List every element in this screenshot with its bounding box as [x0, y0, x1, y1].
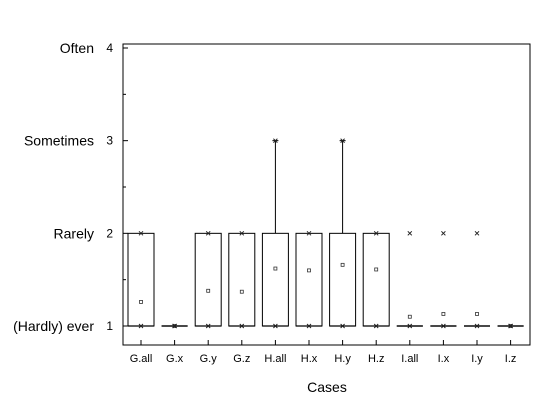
min-marker-stroke-b	[306, 323, 312, 329]
y-tick-label: 3	[106, 134, 113, 148]
y-frequency-label: Often	[60, 40, 94, 56]
x-tick-label: H.x	[301, 353, 318, 365]
min-marker	[340, 323, 345, 329]
x-tick-label: G.all	[130, 353, 153, 365]
box	[362, 232, 390, 327]
plot-frame	[122, 43, 531, 346]
min-marker-stroke-b	[508, 323, 513, 329]
max-marker	[340, 138, 345, 144]
box	[295, 232, 323, 327]
max-marker	[273, 138, 278, 144]
mean-marker	[407, 314, 412, 319]
min-marker-stroke-b	[340, 323, 345, 329]
y-tick-label: 4	[106, 41, 113, 55]
boxes-layer	[127, 138, 524, 329]
mean-marker	[307, 268, 311, 273]
mean-marker	[374, 267, 379, 272]
min-marker-stroke-b	[373, 323, 379, 329]
max-marker-stroke-b	[407, 230, 413, 236]
max-marker-stroke-b	[239, 230, 245, 236]
labels-layer: 1 (Hardly) ever 2 Rarely 3 Sometimes 4 Often G.a…	[13, 40, 516, 365]
max-marker-stroke-b	[273, 138, 278, 144]
min-marker-stroke-b	[172, 323, 177, 329]
box	[261, 232, 289, 327]
x-tick-label: I.x	[438, 353, 450, 365]
y-tick-label: 1	[106, 319, 113, 333]
y-frequency-label: Rarely	[54, 225, 94, 241]
y-frequency-label: Sometimes	[24, 133, 94, 149]
mean-marker	[340, 262, 345, 267]
x-tick-label: G.y	[200, 353, 218, 365]
max-marker	[474, 230, 480, 236]
max-marker-stroke-b	[474, 230, 480, 236]
min-marker	[172, 323, 177, 329]
y-frequency-label: (Hardly) ever	[13, 318, 94, 334]
max-marker-stroke-b	[205, 230, 211, 236]
y-tick-label: 2	[106, 226, 113, 240]
min-marker-stroke-b	[205, 323, 211, 329]
mean-marker	[508, 324, 513, 328]
max-marker-stroke-b	[340, 138, 345, 144]
max-marker	[138, 230, 144, 236]
min-marker-stroke-b	[138, 323, 144, 329]
min-marker	[205, 323, 211, 329]
mean-marker	[239, 289, 244, 294]
min-marker	[508, 323, 513, 329]
min-marker	[306, 323, 312, 329]
axes	[122, 43, 531, 346]
min-marker-stroke-b	[273, 323, 278, 329]
min-marker-stroke-b	[441, 323, 446, 329]
min-marker	[273, 323, 278, 329]
x-tick-label: H.y	[334, 353, 351, 365]
max-marker-stroke-b	[373, 230, 379, 236]
x-tick-label: I.y	[471, 353, 483, 365]
x-tick-label: I.z	[505, 353, 517, 365]
mean-marker	[273, 266, 278, 271]
max-marker	[373, 230, 379, 236]
x-axis-title: Cases	[307, 379, 347, 395]
box	[127, 232, 155, 327]
mean-marker	[441, 312, 446, 316]
min-marker-stroke-b	[474, 323, 480, 329]
max-marker-stroke-b	[138, 230, 144, 236]
box	[228, 232, 256, 327]
max-marker	[407, 230, 413, 236]
min-marker	[441, 323, 446, 329]
mean-marker	[139, 300, 143, 304]
box	[329, 232, 357, 327]
max-marker	[441, 230, 446, 236]
max-marker-stroke-b	[441, 230, 446, 236]
min-marker	[474, 323, 480, 329]
mean-marker	[206, 288, 211, 293]
x-tick-label: I.all	[401, 353, 418, 365]
box	[194, 232, 222, 327]
min-marker	[373, 323, 379, 329]
mean-marker	[172, 324, 177, 328]
max-marker-stroke-b	[306, 230, 312, 236]
min-marker	[407, 323, 413, 329]
min-marker-stroke-b	[407, 323, 413, 329]
min-marker-stroke-b	[239, 323, 245, 329]
max-marker	[306, 230, 312, 236]
x-tick-label: G.z	[233, 353, 250, 365]
min-marker	[138, 323, 144, 329]
max-marker	[205, 230, 211, 236]
x-tick-label: G.x	[166, 353, 184, 365]
min-marker	[239, 323, 245, 329]
max-marker	[239, 230, 245, 236]
mean-marker	[475, 312, 479, 316]
x-tick-label: H.z	[368, 353, 385, 365]
x-tick-label: H.all	[264, 353, 286, 365]
